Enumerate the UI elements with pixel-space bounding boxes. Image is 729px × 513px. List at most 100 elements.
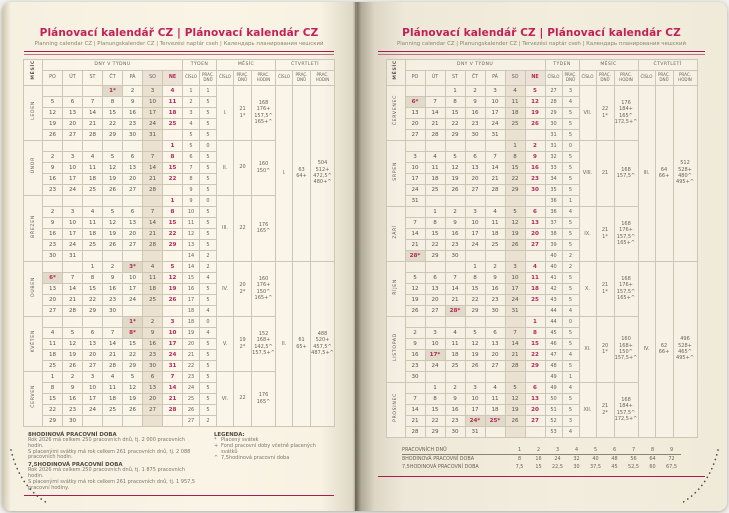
day-cell (524, 194, 546, 207)
day-cell: 26 (102, 183, 123, 196)
day-cell: 19 (504, 227, 526, 240)
day-cell: 7 (404, 216, 426, 229)
week-workdays: 5 (561, 403, 580, 416)
day-cell (424, 194, 446, 207)
day-cell: 15 (122, 337, 143, 350)
day-cell: 12 (504, 216, 526, 229)
week-number: 14 (182, 260, 200, 273)
day-cell: 20 (524, 227, 546, 240)
day-cell (504, 315, 526, 328)
day-cell: 21 (484, 172, 506, 185)
week-workdays: 1 (561, 194, 580, 207)
day-cell: 26 (464, 359, 486, 372)
day-cell: 2 (444, 205, 466, 218)
day-cell: 13 (122, 216, 143, 229)
day-cell: 17* (424, 348, 446, 361)
day-cell: 5 (504, 381, 526, 394)
day-cell: 9 (102, 271, 123, 284)
day-cell: 9 (42, 216, 63, 229)
month-workhours: 168 176+ 157,5^ 165+^ (613, 205, 639, 262)
day-cell: 12 (122, 381, 143, 394)
quarter-number-header: ČÍSLO (275, 69, 293, 86)
day-cell: 14 (404, 227, 426, 240)
day-cell: 22 (424, 238, 446, 251)
month-name: BŘEZEN (23, 194, 43, 262)
day-cell: 29 (424, 425, 446, 438)
day-cell: 25* (484, 414, 506, 427)
day-cell: 3* (122, 260, 143, 273)
day-cell: 23 (524, 172, 546, 185)
week-workdays: 2 (199, 249, 217, 262)
day-cell (142, 304, 163, 317)
day-cell: 14 (424, 106, 446, 119)
day-cell: 14 (444, 282, 466, 295)
week-number: 12 (182, 227, 200, 240)
week-workdays: 0 (561, 139, 580, 152)
day-cell: 6 (122, 205, 143, 218)
day-cell: 5 (504, 205, 526, 218)
week-workdays: 5 (199, 183, 217, 196)
left-page: Plánovací kalendář CZ | Plánovací kalend… (2, 2, 356, 511)
day-cell: 30 (444, 425, 466, 438)
day-cell: 6 (82, 326, 103, 339)
day-cell: 31 (142, 128, 163, 141)
day-cell: 1 (42, 370, 63, 383)
day-cell: 3 (62, 205, 83, 218)
day-cell (484, 425, 506, 438)
day-cell: 9 (62, 381, 83, 394)
quarter-workhours: 512 528+ 480^ 495+^ (672, 84, 698, 262)
footer-value: 22,5 (552, 464, 563, 471)
week-number: 7 (182, 161, 200, 174)
day-cell: 5 (404, 271, 426, 284)
day-cell: 31 (484, 128, 506, 141)
month-workhours: 168 176+ 157,5^ 165+^ (613, 260, 639, 317)
week-workdays: 5 (199, 392, 217, 405)
day-cell (404, 315, 426, 328)
day-cell: 23 (62, 403, 83, 416)
day-cell (484, 249, 506, 262)
month-name: PROSINEC (385, 381, 406, 438)
day-cell: 3 (62, 150, 83, 163)
day-cell (484, 315, 506, 328)
day-cell: 7 (162, 370, 183, 383)
day-cell: 19 (504, 403, 526, 416)
title-rule (378, 51, 705, 55)
day-cell: 25 (504, 117, 526, 130)
week-workdays: 2 (199, 260, 217, 273)
day-cell (464, 249, 486, 262)
day-cell: 6* (42, 271, 63, 284)
day-cell: 30 (484, 304, 506, 317)
footer-value: 6 (605, 445, 624, 455)
day-cell: 20 (122, 227, 143, 240)
note-heading-7-5h: 7,5HODINOVÁ PRACOVNÍ DOBA (28, 461, 123, 468)
week-number: 41 (544, 271, 563, 284)
day-cell: 24 (62, 183, 83, 196)
day-cell (102, 194, 123, 207)
week-workdays: 5 (199, 227, 217, 240)
day-cell: 19 (162, 282, 183, 295)
footer-value: 2 (529, 445, 548, 455)
quarter-workhours: 488 520+ 457,5^ 487,5+^ (310, 260, 335, 427)
day-cell (444, 315, 466, 328)
day-cell: 13 (484, 337, 506, 350)
week-number: 18 (182, 315, 200, 328)
day-cell: 15 (444, 106, 466, 119)
day-cell: 10 (404, 161, 426, 174)
week-number: 23 (182, 370, 200, 383)
day-cell: 18 (484, 403, 506, 416)
week-number: 49 (544, 370, 563, 383)
day-cell (444, 194, 466, 207)
legend-symbol: ^ (214, 455, 219, 462)
day-cell: 10 (142, 95, 163, 108)
day-cell: 22 (524, 348, 546, 361)
day-cell (504, 425, 526, 438)
day-cell (102, 315, 123, 328)
day-cell (82, 315, 103, 328)
day-cell (504, 194, 526, 207)
day-cell: 18 (504, 106, 526, 119)
day-cell: 8* (122, 326, 143, 339)
day-cell: 4 (82, 150, 103, 163)
day-cell (484, 370, 506, 383)
day-cell: 9 (464, 95, 486, 108)
